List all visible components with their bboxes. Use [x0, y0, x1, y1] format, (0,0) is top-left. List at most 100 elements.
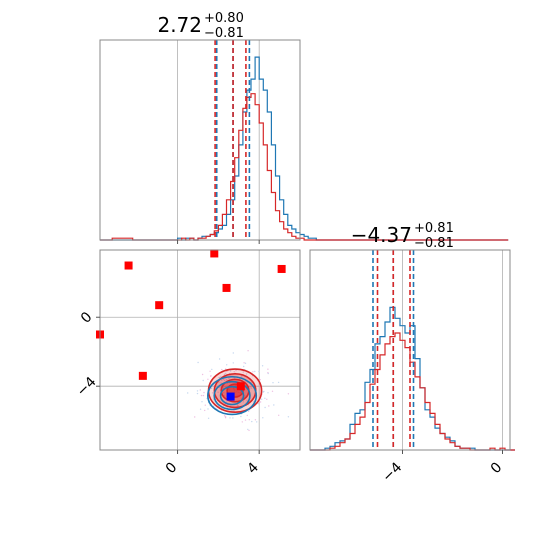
sample-point — [267, 392, 269, 394]
sample-point — [228, 377, 230, 379]
sample-point — [268, 405, 270, 407]
sample-point — [233, 371, 235, 373]
sample-point — [244, 395, 246, 397]
sample-point — [220, 382, 222, 384]
sample-point — [249, 386, 251, 388]
sample-point — [256, 421, 258, 423]
sample-point — [240, 415, 242, 418]
sample-point — [229, 417, 231, 419]
sample-point — [244, 419, 247, 421]
sample-point — [207, 378, 209, 380]
hist2-red-line — [310, 332, 515, 451]
hist2-blue-line — [310, 306, 515, 451]
param1-title: 2.72 — [157, 13, 202, 37]
sample-point — [222, 387, 224, 389]
sample-point — [204, 404, 206, 406]
sample-point — [247, 410, 250, 412]
sample-point — [266, 398, 268, 400]
sample-point — [259, 379, 261, 381]
sample-point — [242, 401, 244, 403]
param2-upper-error: +0.81 — [414, 221, 454, 236]
sample-point — [219, 387, 221, 389]
sample-point — [194, 416, 196, 418]
x-tick-label: −4 — [379, 459, 405, 485]
sample-point — [223, 392, 225, 394]
hist1-frame — [99, 39, 301, 241]
sample-point — [272, 382, 274, 384]
y-tick-label: 0 — [78, 309, 96, 327]
sample-point — [202, 394, 205, 397]
sample-point — [207, 408, 209, 410]
sample-point — [202, 379, 204, 382]
sample-point — [252, 401, 255, 403]
hist1-red-line — [100, 93, 509, 241]
sample-point — [245, 373, 248, 375]
point-marker — [138, 371, 147, 380]
hist2-frame — [309, 249, 511, 451]
sample-point — [200, 394, 203, 397]
point-marker — [210, 249, 219, 258]
param1-lower-error: −0.81 — [204, 26, 244, 41]
sample-point — [211, 392, 214, 394]
sample-point — [242, 371, 244, 373]
param1-upper-error: +0.80 — [204, 11, 244, 26]
sample-point — [218, 381, 220, 383]
sample-point — [273, 404, 275, 406]
sample-point — [258, 370, 260, 373]
sample-point — [261, 398, 263, 400]
sample-point — [257, 403, 259, 405]
sample-point — [225, 372, 227, 375]
sample-point — [254, 370, 256, 373]
sample-point — [223, 373, 226, 375]
sample-point — [264, 406, 266, 409]
sample-point — [287, 416, 290, 418]
sample-point — [240, 397, 243, 400]
sample-point — [211, 368, 213, 371]
sample-point — [243, 362, 245, 364]
sample-point — [247, 350, 249, 352]
sample-point — [267, 368, 269, 370]
sample-point — [271, 390, 274, 392]
sample-point — [226, 364, 228, 366]
sample-point — [278, 414, 280, 416]
red-marker — [236, 382, 245, 391]
sample-point — [287, 393, 290, 395]
sample-point — [223, 415, 226, 417]
sample-point — [209, 370, 211, 372]
sample-point — [264, 397, 266, 399]
sample-point — [199, 408, 202, 410]
sample-point — [247, 428, 249, 431]
sample-point — [244, 362, 247, 364]
sample-point — [212, 385, 215, 388]
sample-point — [204, 409, 206, 412]
sample-point — [210, 375, 212, 377]
sample-point — [254, 419, 257, 421]
sample-point — [252, 371, 254, 373]
sample-point — [259, 385, 261, 387]
sample-point — [262, 417, 264, 419]
hist2d-frame — [99, 249, 301, 451]
sample-point — [246, 414, 248, 417]
sample-point — [251, 420, 253, 423]
sample-point — [259, 401, 262, 403]
sample-point — [222, 378, 225, 381]
contour-blue — [219, 385, 245, 406]
x-tick-label: 4 — [244, 459, 262, 477]
sample-point — [232, 417, 234, 419]
sample-point — [248, 419, 250, 421]
hist1-blue-line — [100, 56, 509, 241]
sample-point — [233, 410, 235, 412]
sample-point — [229, 370, 232, 372]
param2-lower-error: −0.81 — [414, 236, 454, 251]
point-marker — [155, 301, 164, 310]
sample-point — [225, 379, 228, 381]
sample-point — [221, 368, 223, 371]
contour-blue — [213, 380, 251, 411]
sample-point — [210, 387, 213, 390]
sample-point — [263, 390, 265, 393]
sample-point — [277, 381, 280, 384]
sample-point — [197, 361, 199, 364]
sample-point — [224, 416, 227, 418]
point-marker — [222, 283, 231, 292]
sample-point — [201, 373, 204, 376]
